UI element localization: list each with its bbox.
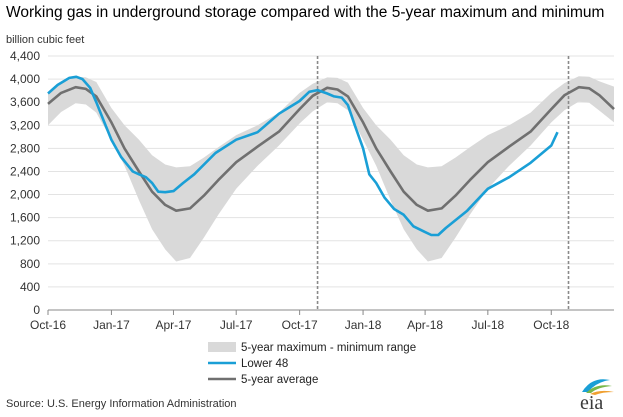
five-year-average-line: [47, 85, 615, 212]
x-tick-label: Jan-17: [93, 318, 130, 332]
legend-item-five-year-average-label: 5-year average: [241, 374, 318, 386]
legend-item-lower-48-label: Lower 48: [241, 358, 288, 370]
axes: [47, 309, 614, 315]
y-axis-label: billion cubic feet: [6, 34, 85, 46]
y-tick-label: 400: [20, 280, 40, 294]
legend-item-range-label: 5-year maximum - minimum range: [241, 342, 416, 354]
x-tick-label: Apr-18: [407, 318, 443, 332]
series-lines: [47, 75, 615, 237]
chart-title: Working gas in underground storage compa…: [6, 4, 605, 21]
y-tick-label: 800: [20, 257, 40, 271]
range-band: [48, 76, 614, 262]
legend-item-range-swatch: [208, 342, 236, 352]
source-note: Source: U.S. Energy Information Administ…: [6, 398, 237, 410]
x-tick-label: Jul-17: [220, 318, 253, 332]
y-tick-label: 3,600: [10, 95, 40, 109]
y-tick-label: 2,400: [10, 164, 40, 178]
x-tick-label: Oct-16: [30, 318, 66, 332]
y-tick-label: 0: [33, 303, 40, 317]
y-tick-label: 2,800: [10, 141, 40, 155]
x-tick-label: Jul-18: [471, 318, 504, 332]
x-tick-labels: Oct-16 Jan-17 Apr-17 Jul-17 Oct-17 Jan-18 Apr-…: [30, 318, 570, 332]
eia-logo-text: eia: [580, 392, 603, 412]
y-tick-label: 3,200: [10, 118, 40, 132]
eia-logo: eia: [574, 374, 618, 414]
reference-lines: [316, 56, 570, 310]
x-tick-label: Jan-18: [345, 318, 382, 332]
x-tick-label: Oct-17: [282, 318, 318, 332]
y-tick-label: 2,000: [10, 188, 40, 202]
y-tick-label: 4,400: [10, 49, 40, 63]
y-tick-labels: 0 400 800 1,200 1,600 2,000 2,400 2,800 3,200 3,6…: [10, 49, 40, 317]
lower-48-line: [47, 75, 559, 237]
x-tick-label: Apr-17: [155, 318, 191, 332]
range-band-layer: [48, 76, 614, 262]
y-tick-label: 4,000: [10, 72, 40, 86]
legend: 5-year maximum - minimum range Lower 48 5-…: [208, 342, 416, 386]
x-tick-label: Oct-18: [533, 318, 569, 332]
y-tick-label: 1,200: [10, 234, 40, 248]
y-tick-label: 1,600: [10, 211, 40, 225]
